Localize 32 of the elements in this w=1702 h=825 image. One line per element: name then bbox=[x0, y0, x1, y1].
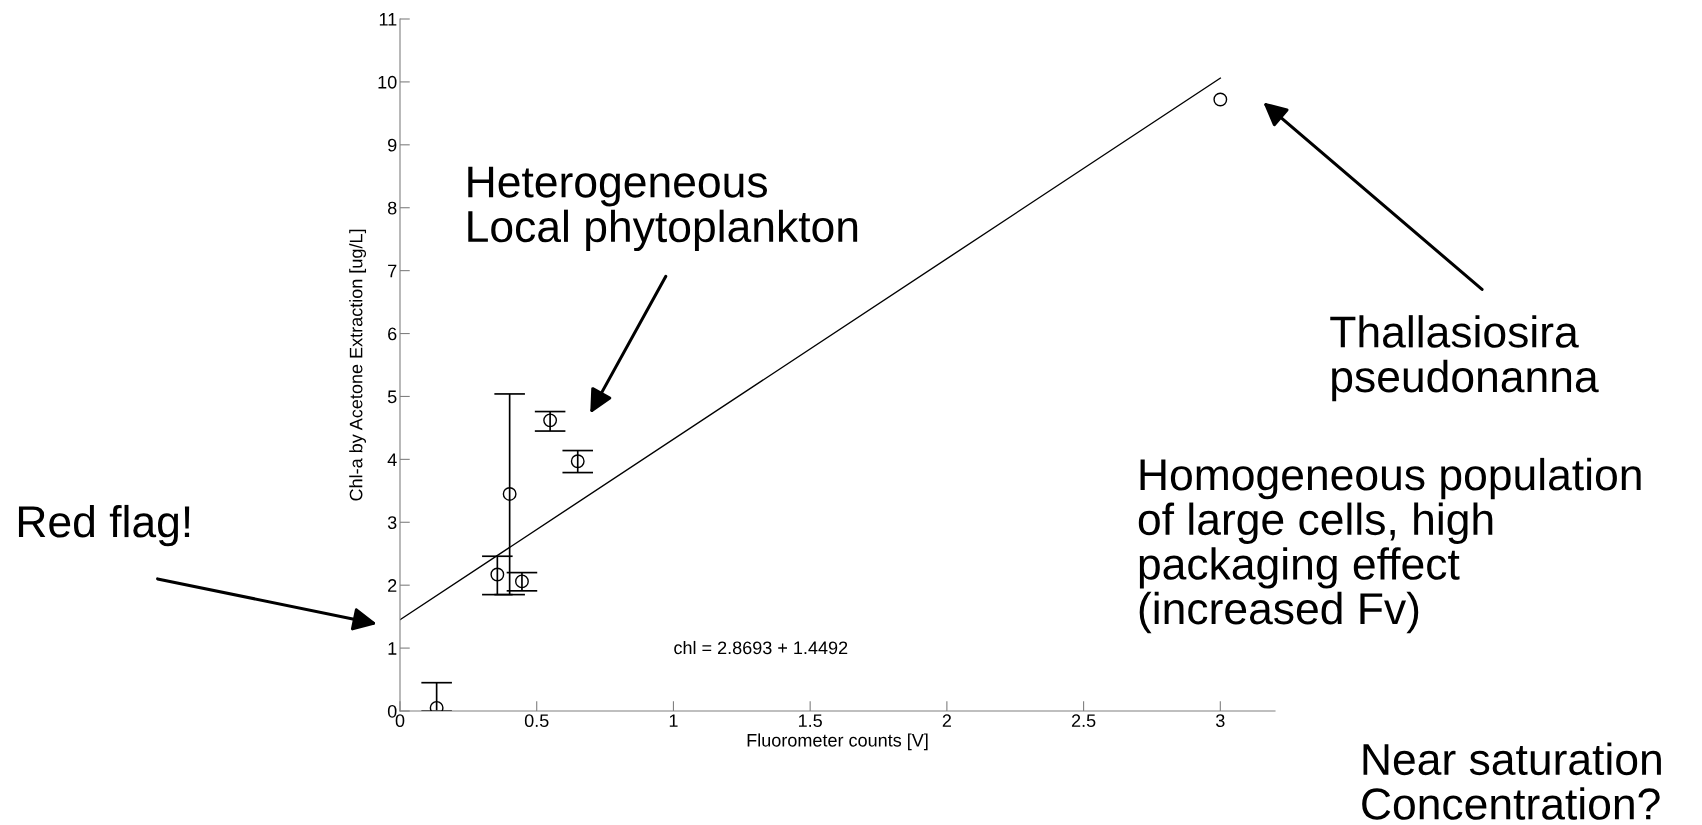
y-tick-label: 6 bbox=[388, 327, 397, 341]
x-tick-label: 2 bbox=[942, 714, 951, 727]
point bbox=[543, 413, 558, 428]
point bbox=[515, 574, 529, 589]
y-axis-title: Chl-a by Acetone Extraction [ug/L] bbox=[349, 229, 367, 501]
y-tick-label: 1 bbox=[388, 642, 397, 655]
y-tick-label: 3 bbox=[387, 516, 397, 529]
annotation: Heterogeneous Local phytoplankton bbox=[468, 166, 858, 252]
point bbox=[502, 487, 517, 501]
y-tick-label: 11 bbox=[379, 13, 397, 26]
x-tick-label: 1.5 bbox=[798, 714, 822, 728]
x-tick-label: 2.5 bbox=[1071, 714, 1096, 728]
annotation: Homogeneous population of large cells, high packaging effect (increased Fv) bbox=[1138, 457, 1641, 634]
y-tick-label: 8 bbox=[387, 201, 397, 215]
text: Near saturation Concentration? bbox=[1362, 742, 1661, 820]
point bbox=[490, 567, 505, 582]
point bbox=[570, 454, 585, 469]
text: Thallasiosira pseudonanna bbox=[1330, 315, 1599, 402]
x-tick-label: 3 bbox=[1215, 714, 1225, 728]
y-tick-label: 7 bbox=[388, 264, 397, 278]
text: Red flag! bbox=[18, 504, 190, 547]
annotation: chl = 2.8693 + 1.4492 bbox=[674, 640, 848, 655]
x-tick-label: 0.5 bbox=[524, 714, 549, 728]
y-tick-label: 4 bbox=[387, 453, 397, 466]
y-tick-label: 9 bbox=[388, 138, 397, 152]
x-axis-title: Fluorometer counts [V] bbox=[747, 733, 928, 751]
point bbox=[1213, 92, 1228, 107]
y-tick-label: 5 bbox=[387, 390, 397, 404]
y-tick-label: 2 bbox=[388, 579, 397, 592]
x-tick-label: 1 bbox=[669, 714, 678, 727]
y-tick-label: 10 bbox=[378, 75, 397, 89]
y-tick-label: 0 bbox=[387, 704, 397, 718]
